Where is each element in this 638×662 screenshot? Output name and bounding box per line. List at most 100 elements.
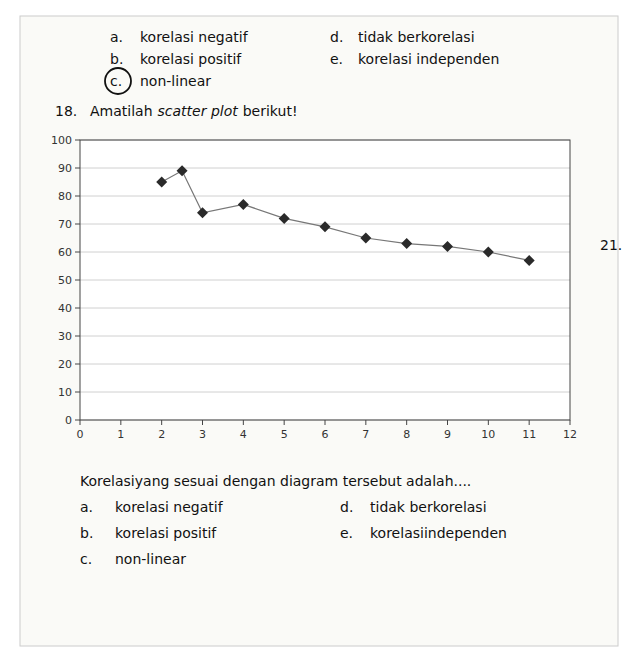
plot: 01020304050607080901000123456789101112 [51, 134, 577, 441]
y-tick [75, 336, 80, 337]
question-line: Amatilah scatter plotberikut! [90, 103, 298, 119]
background [0, 0, 638, 662]
x-tick-label: 7 [362, 428, 369, 441]
grid-line [80, 364, 570, 365]
grid-line [80, 392, 570, 393]
annotation: Amatilah [90, 103, 153, 119]
annotation: tidak berkorelasi [370, 499, 487, 515]
x-tick-label: 0 [77, 428, 84, 441]
x-tick-label: 11 [522, 428, 536, 441]
x-tick-label: 9 [444, 428, 451, 441]
x-tick-label: 8 [403, 428, 410, 441]
y-tick [75, 224, 80, 225]
x-tick-label: 4 [240, 428, 247, 441]
point [279, 213, 290, 224]
annotation: Korelasiyang sesuai dengan diagram terse… [80, 473, 471, 489]
x-tick [243, 420, 244, 425]
y-tick [75, 196, 80, 197]
annotation: d. [340, 499, 353, 515]
y-tick [75, 364, 80, 365]
annotation: 21. [600, 237, 622, 253]
x-tick [161, 420, 162, 425]
choice-circle [105, 68, 131, 94]
x-tick-label: 2 [158, 428, 165, 441]
y-tick-label: 100 [51, 134, 72, 147]
x-tick [120, 420, 121, 425]
point [156, 177, 167, 188]
point [197, 207, 208, 218]
annotation: non-linear [140, 73, 211, 89]
x-tick [406, 420, 407, 425]
point [177, 165, 188, 176]
point [238, 199, 249, 210]
page [20, 16, 618, 646]
point [483, 247, 494, 258]
x-tick-label: 5 [281, 428, 288, 441]
y-tick-label: 90 [58, 162, 72, 175]
y-tick [75, 168, 80, 169]
y-tick [75, 280, 80, 281]
annotation: korelasi negatif [140, 29, 249, 45]
grid-line [80, 196, 570, 197]
x-tick [284, 420, 285, 425]
point [524, 255, 535, 266]
y-tick [75, 252, 80, 253]
annotation: non-linear [115, 551, 186, 567]
annotation: c. [110, 73, 122, 89]
y-tick-label: 40 [58, 302, 72, 315]
point [360, 233, 371, 244]
chart-root: a. korelasi negatif d. tidak berkorelasi b. k… [0, 0, 638, 662]
y-tick [75, 308, 80, 309]
annotation: a. [110, 29, 123, 45]
annotation: korelasi positif [140, 51, 242, 67]
y-tick-label: 30 [58, 330, 72, 343]
y-tick-label: 60 [58, 246, 72, 259]
y-tick [75, 140, 80, 141]
point [442, 241, 453, 252]
x-tick-label: 6 [322, 428, 329, 441]
annotation: e. [340, 525, 353, 541]
grid-line [80, 336, 570, 337]
annotation: korelasi negatif [115, 499, 224, 515]
x-tick-label: 12 [563, 428, 577, 441]
y-tick-label: 0 [65, 414, 72, 427]
x-tick [365, 420, 366, 425]
grid-line [80, 308, 570, 309]
annotation: d. [330, 29, 343, 45]
y-tick-label: 80 [58, 190, 72, 203]
annotation: korelasiindependen [370, 525, 507, 541]
y-tick-label: 20 [58, 358, 72, 371]
annotation: korelasi independen [358, 51, 499, 67]
x-tick [529, 420, 530, 425]
x-tick [447, 420, 448, 425]
annotation: scatter plot [158, 103, 239, 119]
connecting-line [162, 171, 530, 261]
y-tick-label: 10 [58, 386, 72, 399]
point [320, 221, 331, 232]
y-tick-label: 50 [58, 274, 72, 287]
x-tick [325, 420, 326, 425]
x-tick-label: 3 [199, 428, 206, 441]
y-tick [75, 392, 80, 393]
x-tick-label: 1 [117, 428, 124, 441]
y-tick [75, 420, 80, 421]
annotation: tidak berkorelasi [358, 29, 475, 45]
x-tick [570, 420, 571, 425]
annotation: c. [80, 551, 92, 567]
annotation: 18. [55, 103, 77, 119]
annotation: berikut! [243, 103, 298, 119]
marks [156, 165, 535, 266]
annotation: e. [330, 51, 343, 67]
annotation: a. [80, 499, 93, 515]
grid-line [80, 280, 570, 281]
x-tick [202, 420, 203, 425]
x-tick [80, 420, 81, 425]
point [401, 238, 412, 249]
grid-line [80, 252, 570, 253]
x-tick-label: 10 [481, 428, 495, 441]
annotation: korelasi positif [115, 525, 217, 541]
annotation: b. [110, 51, 123, 67]
plot-frame [80, 140, 570, 420]
y-tick-label: 70 [58, 218, 72, 231]
plot-area [80, 140, 570, 420]
